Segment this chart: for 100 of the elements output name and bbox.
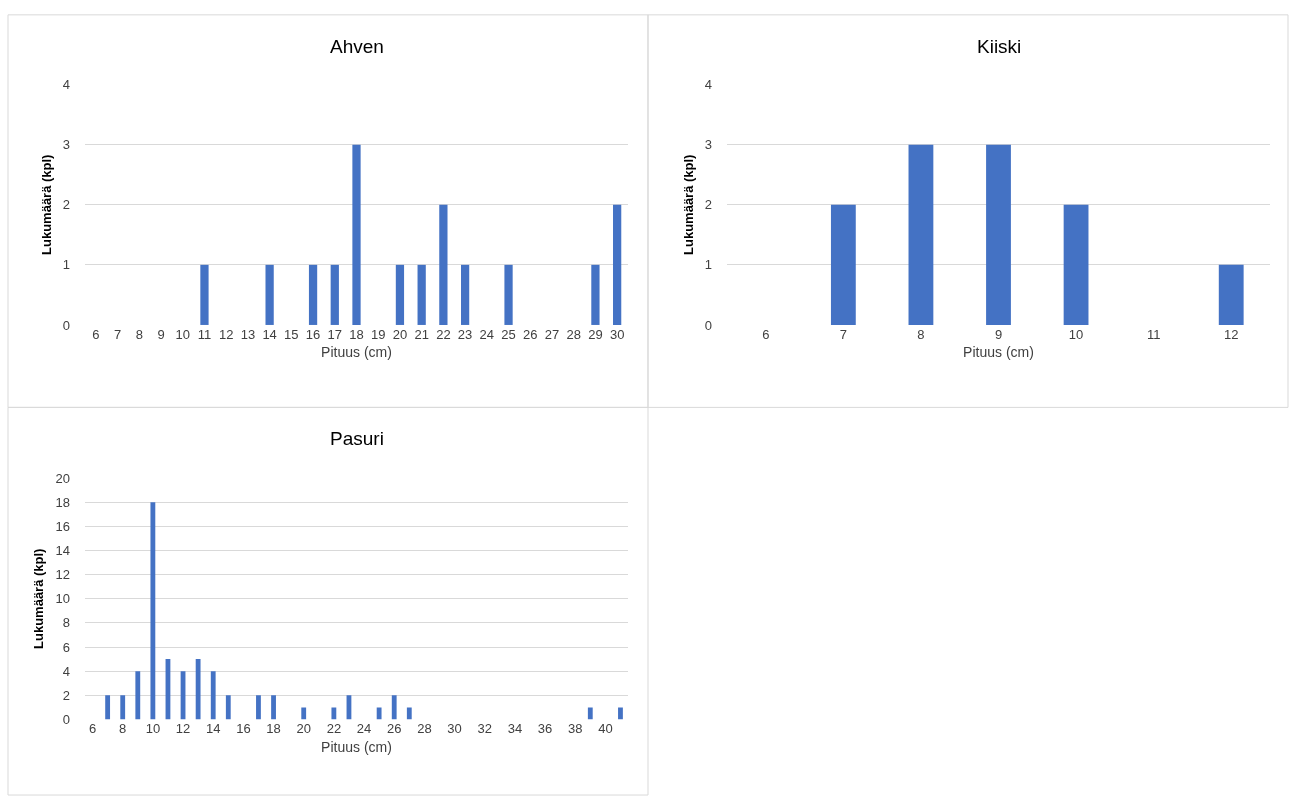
bar (406, 707, 412, 720)
x-tick-label: 12 (1223, 326, 1239, 342)
x-tick-label: 24 (356, 721, 372, 737)
x-tick-label: 18 (349, 326, 364, 342)
x-tick-label: 17 (327, 326, 343, 342)
y-tick-label: 16 (55, 518, 70, 534)
bar (587, 707, 593, 720)
x-tick-label: 9 (157, 326, 165, 342)
y-axis-title: Lukumäärä (kpl) (38, 154, 54, 255)
x-tick-label: 21 (414, 326, 429, 342)
x-tick-label: 8 (119, 721, 127, 737)
x-tick-label: 26 (386, 721, 402, 737)
bar (271, 695, 276, 720)
y-tick-label: 10 (55, 591, 70, 607)
bar (391, 695, 397, 720)
x-tick-label: 30 (447, 721, 462, 737)
x-tick-label: 22 (436, 326, 451, 342)
x-tick-label: 29 (588, 326, 603, 342)
bar (256, 695, 261, 720)
x-tick-label: 12 (218, 326, 234, 342)
y-tick-label: 0 (62, 712, 70, 728)
x-tick-label: 24 (479, 326, 495, 342)
x-axis-title: Pituus (cm) (321, 738, 392, 755)
bar (417, 264, 426, 325)
bar (830, 204, 856, 325)
y-tick-label: 2 (62, 687, 70, 703)
y-tick-label: 1 (704, 257, 712, 273)
x-tick-label: 27 (544, 326, 560, 342)
x-tick-label: 14 (205, 721, 221, 737)
chart-title: Ahven (330, 36, 384, 57)
y-tick-label: 0 (704, 317, 712, 333)
y-tick-label: 18 (55, 494, 70, 510)
y-tick-label: 2 (704, 197, 712, 213)
y-axis-title: Lukumäärä (kpl) (31, 548, 47, 649)
bar (618, 707, 623, 720)
x-tick-label: 32 (477, 721, 492, 737)
x-tick-label: 16 (305, 326, 321, 342)
chart-title: Pasuri (330, 428, 384, 449)
y-tick-label: 14 (55, 543, 70, 559)
bar (352, 144, 361, 325)
bar (210, 671, 216, 720)
x-tick-label: 6 (762, 326, 770, 342)
x-tick-label: 11 (1146, 326, 1161, 342)
bar (200, 264, 209, 325)
bar (105, 695, 111, 720)
x-tick-label: 11 (197, 326, 212, 342)
chart-title: Kiiski (977, 36, 1022, 57)
y-tick-label: 12 (55, 567, 70, 583)
bar (986, 144, 1011, 325)
bar (265, 264, 274, 325)
x-tick-label: 28 (417, 721, 432, 737)
y-tick-label: 0 (62, 317, 70, 333)
x-tick-label: 36 (537, 721, 553, 737)
x-tick-label: 9 (994, 326, 1003, 342)
x-tick-label: 12 (175, 721, 191, 737)
bar (504, 264, 513, 325)
x-tick-label: 23 (457, 326, 473, 342)
y-axis-title: Lukumäärä (kpl) (680, 154, 696, 255)
bar (225, 695, 231, 720)
bar (331, 707, 337, 720)
x-axis-title: Pituus (cm) (321, 344, 392, 361)
x-tick-label: 8 (135, 326, 143, 342)
bar (308, 264, 318, 325)
bar (395, 264, 405, 325)
x-tick-label: 30 (609, 326, 625, 342)
bar (908, 144, 934, 325)
x-tick-label: 38 (567, 721, 583, 737)
y-tick-label: 4 (62, 663, 70, 679)
bar (150, 502, 156, 720)
bar (460, 264, 470, 325)
x-tick-label: 7 (839, 326, 847, 342)
bar (439, 204, 448, 325)
bar (135, 671, 141, 720)
bar (120, 695, 126, 720)
y-tick-label: 4 (704, 77, 712, 93)
bar (376, 707, 382, 720)
x-axis-title: Pituus (cm) (963, 344, 1034, 361)
bar (1218, 264, 1244, 325)
x-tick-label: 20 (296, 721, 311, 737)
x-tick-label: 20 (392, 326, 408, 342)
y-tick-label: 20 (55, 470, 70, 486)
x-tick-label: 18 (266, 721, 281, 737)
y-tick-label: 2 (62, 197, 70, 213)
bar (613, 204, 622, 325)
x-tick-label: 7 (113, 326, 122, 342)
bar (1063, 204, 1089, 325)
y-tick-label: 3 (704, 137, 712, 153)
bar (330, 264, 339, 325)
bar (591, 264, 600, 325)
bar (301, 707, 307, 720)
x-tick-label: 6 (92, 326, 100, 342)
y-tick-label: 1 (62, 257, 70, 273)
y-tick-label: 4 (62, 77, 70, 93)
y-tick-label: 8 (62, 615, 70, 631)
x-tick-label: 10 (175, 326, 190, 342)
x-tick-label: 6 (88, 721, 97, 737)
x-tick-label: 15 (284, 326, 299, 342)
x-tick-label: 16 (236, 721, 251, 737)
y-tick-label: 6 (62, 639, 70, 655)
x-tick-label: 25 (501, 326, 516, 342)
